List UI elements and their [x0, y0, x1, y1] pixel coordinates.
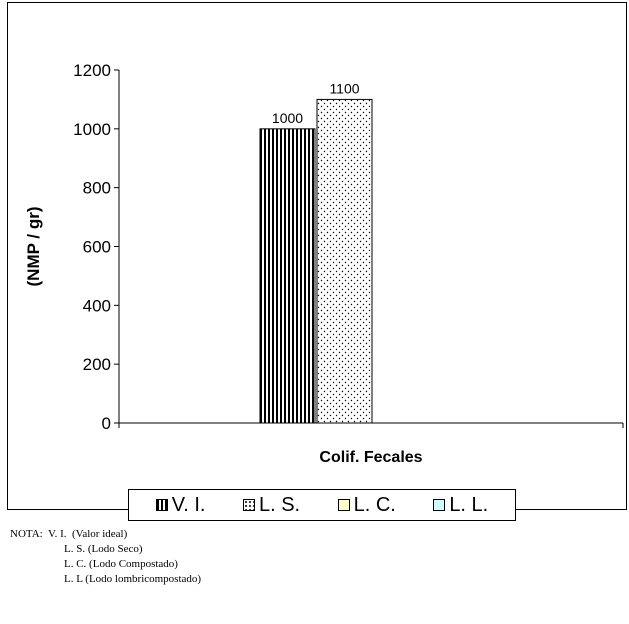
y-tick-label: 0 [102, 414, 111, 433]
legend-swatch-ll [433, 499, 446, 511]
y-axis-title: (NMP / gr) [24, 207, 43, 287]
legend-swatch-vi [155, 499, 168, 511]
note-line-4: L. L (Lodo lombricompostado) [64, 573, 202, 585]
data-label: 1000 [272, 110, 303, 126]
y-tick-label: 1200 [73, 61, 111, 80]
bar-ls [316, 98, 373, 424]
note-prefix: NOTA: [10, 528, 43, 540]
y-tick-label: 400 [83, 296, 111, 315]
y-tick-label: 1000 [73, 120, 111, 139]
y-tick-label: 600 [83, 238, 111, 257]
legend-swatch-lc [337, 499, 350, 511]
legend: V. I. L. S. L. C. L. L. [128, 489, 516, 521]
data-label: 1100 [329, 80, 359, 96]
bars [259, 98, 373, 424]
note-line-3: L. C. (Lodo Compostado) [64, 558, 178, 570]
legend-label-ls: L. S. [258, 493, 301, 516]
chart-frame: 0 200 400 600 800 1000 1200 (NMP / gr) Colif. Fe… [7, 2, 627, 521]
legend-label-ll: L. L. [449, 493, 489, 516]
bar-chart: 0 200 400 600 800 1000 1200 (NMP / gr) Colif. Fe… [24, 61, 624, 466]
bar-vi [259, 128, 316, 424]
note-line-1: NOTA: V. I. (Valor ideal) [10, 527, 201, 542]
y-tick-label: 200 [83, 355, 111, 374]
x-axis-title: Colif. Fecales [319, 449, 422, 466]
legend-swatch-ls [242, 499, 255, 511]
legend-label-vi: V. I. [171, 493, 206, 516]
y-tick-label: 800 [83, 179, 111, 198]
legend-item-lc: L. C. [337, 493, 396, 517]
labels: 1000 1100 [272, 80, 360, 125]
note-line-2: L. S. (Lodo Seco) [64, 543, 143, 555]
note-text-1: V. I. (Valor ideal) [48, 528, 128, 540]
note-block: NOTA: V. I. (Valor ideal) L. S. (Lodo Se… [10, 527, 201, 587]
legend-item-vi: V. I. [155, 493, 206, 517]
legend-item-ll: L. L. [433, 494, 488, 517]
axes: 0 200 400 600 800 1000 1200 (NMP / gr) Colif. Fe… [24, 61, 624, 466]
legend-item-ls: L. S. [242, 493, 301, 517]
legend-label-lc: L. C. [353, 493, 396, 516]
